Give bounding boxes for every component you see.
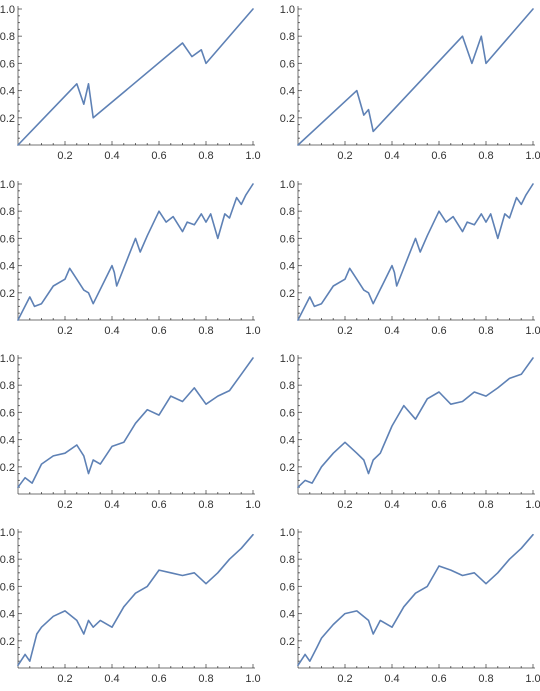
- y-tick-label: 0.6: [0, 407, 15, 419]
- x-tick-label: 0.6: [431, 150, 446, 162]
- x-tick-label: 0.6: [431, 499, 446, 511]
- y-tick-label: 0.8: [280, 554, 295, 566]
- x-tick-label: 0.8: [198, 325, 213, 337]
- x-tick-label: 1.0: [245, 673, 260, 685]
- x-tick-label: 0.6: [431, 325, 446, 337]
- y-tick-label: 1.0: [280, 179, 295, 191]
- x-tick-label: 0.4: [384, 150, 399, 162]
- y-tick-label: 0.2: [0, 113, 15, 125]
- x-tick-label: 0.2: [337, 325, 352, 337]
- x-tick-label: 0.2: [57, 499, 72, 511]
- x-tick-label: 0.6: [151, 499, 166, 511]
- x-tick-label: 0.4: [104, 325, 119, 337]
- y-tick-label: 0.4: [0, 86, 15, 98]
- chart-panel-1: 0.2 0.4 0.6 0.8 1.0 0.2 0.4 0.6 0.8 1.0: [0, 4, 261, 162]
- x-tick-label: 0.8: [478, 325, 493, 337]
- series-line: [17, 8, 254, 146]
- y-tick-label: 1.0: [280, 353, 295, 365]
- x-tick-label: 0.2: [57, 325, 72, 337]
- x-tick-label: 1.0: [245, 499, 260, 511]
- chart-panel-7: 0.2 0.4 0.6 0.8 1.0 0.2 0.4 0.6 0.8 1.0: [0, 527, 261, 685]
- x-tick-label: 0.4: [104, 499, 119, 511]
- x-tick-label: 1.0: [525, 499, 540, 511]
- x-tick-label: 0.8: [198, 150, 213, 162]
- x-tick-label: 0.4: [384, 499, 399, 511]
- x-tick-label: 1.0: [525, 150, 540, 162]
- y-tick-label: 0.8: [280, 31, 295, 43]
- x-tick-label: 0.2: [337, 499, 352, 511]
- y-tick-label: 0.4: [0, 261, 15, 273]
- y-tick-label: 0.6: [280, 581, 295, 593]
- y-tick-label: 0.8: [0, 554, 15, 566]
- y-tick-label: 0.4: [280, 435, 295, 447]
- x-tick-label: 0.6: [151, 325, 166, 337]
- chart-panel-8: 0.2 0.4 0.6 0.8 1.0 0.2 0.4 0.6 0.8 1.0: [280, 527, 540, 685]
- y-tick-label: 0.8: [0, 380, 15, 392]
- y-tick-label: 0.4: [280, 261, 295, 273]
- series-line: [297, 357, 534, 489]
- x-tick-label: 0.6: [431, 673, 446, 685]
- y-tick-label: 0.8: [0, 31, 15, 43]
- y-tick-label: 0.8: [280, 206, 295, 218]
- y-tick-label: 0.6: [280, 58, 295, 70]
- y-tick-label: 0.2: [0, 462, 15, 474]
- x-tick-label: 1.0: [245, 150, 260, 162]
- y-tick-label: 1.0: [0, 4, 15, 16]
- y-tick-label: 0.2: [0, 288, 15, 300]
- y-tick-label: 0.8: [280, 380, 295, 392]
- y-tick-label: 0.2: [280, 288, 295, 300]
- x-tick-label: 0.4: [104, 150, 119, 162]
- series-line: [297, 8, 534, 146]
- x-tick-label: 0.8: [198, 499, 213, 511]
- x-tick-label: 0.8: [198, 673, 213, 685]
- y-tick-label: 0.2: [280, 462, 295, 474]
- y-tick-label: 1.0: [0, 353, 15, 365]
- chart-panel-4: 0.2 0.4 0.6 0.8 1.0 0.2 0.4 0.6 0.8 1.0: [280, 179, 540, 337]
- chart-panel-5: 0.2 0.4 0.6 0.8 1.0 0.2 0.4 0.6 0.8 1.0: [0, 353, 261, 511]
- y-tick-label: 1.0: [0, 527, 15, 539]
- chart-panel-6: 0.2 0.4 0.6 0.8 1.0 0.2 0.4 0.6 0.8 1.0: [280, 353, 540, 511]
- series-line: [17, 357, 254, 489]
- x-tick-label: 0.2: [57, 150, 72, 162]
- y-tick-label: 0.6: [280, 407, 295, 419]
- y-tick-label: 0.6: [0, 233, 15, 245]
- y-tick-label: 0.4: [0, 435, 15, 447]
- y-tick-label: 0.4: [280, 86, 295, 98]
- x-tick-label: 1.0: [525, 673, 540, 685]
- x-tick-label: 1.0: [525, 325, 540, 337]
- y-tick-label: 0.2: [280, 113, 295, 125]
- y-tick-label: 0.4: [0, 609, 15, 621]
- x-tick-label: 0.2: [337, 150, 352, 162]
- y-tick-label: 1.0: [280, 527, 295, 539]
- y-tick-label: 0.6: [0, 58, 15, 70]
- y-tick-label: 0.6: [280, 233, 295, 245]
- series-line: [297, 183, 534, 321]
- series-line: [297, 533, 534, 667]
- y-tick-label: 0.6: [0, 581, 15, 593]
- x-tick-label: 0.4: [104, 673, 119, 685]
- x-tick-label: 0.6: [151, 673, 166, 685]
- x-tick-label: 0.4: [384, 673, 399, 685]
- series-line: [17, 183, 254, 321]
- x-tick-label: 1.0: [245, 325, 260, 337]
- y-tick-label: 0.2: [0, 636, 15, 648]
- y-tick-label: 1.0: [280, 4, 295, 16]
- chart-panel-3: 0.2 0.4 0.6 0.8 1.0 0.2 0.4 0.6 0.8 1.0: [0, 179, 261, 337]
- y-tick-label: 0.2: [280, 636, 295, 648]
- chart-panel-2: 0.2 0.4 0.6 0.8 1.0 0.2 0.4 0.6 0.8 1.0: [280, 4, 540, 162]
- x-tick-label: 0.8: [478, 673, 493, 685]
- x-tick-label: 0.8: [478, 499, 493, 511]
- x-tick-label: 0.8: [478, 150, 493, 162]
- y-tick-label: 1.0: [0, 179, 15, 191]
- x-tick-label: 0.4: [384, 325, 399, 337]
- x-tick-label: 0.2: [337, 673, 352, 685]
- series-line: [17, 533, 254, 667]
- x-tick-label: 0.2: [57, 673, 72, 685]
- y-tick-label: 0.4: [280, 609, 295, 621]
- y-tick-label: 0.8: [0, 206, 15, 218]
- x-tick-label: 0.6: [151, 150, 166, 162]
